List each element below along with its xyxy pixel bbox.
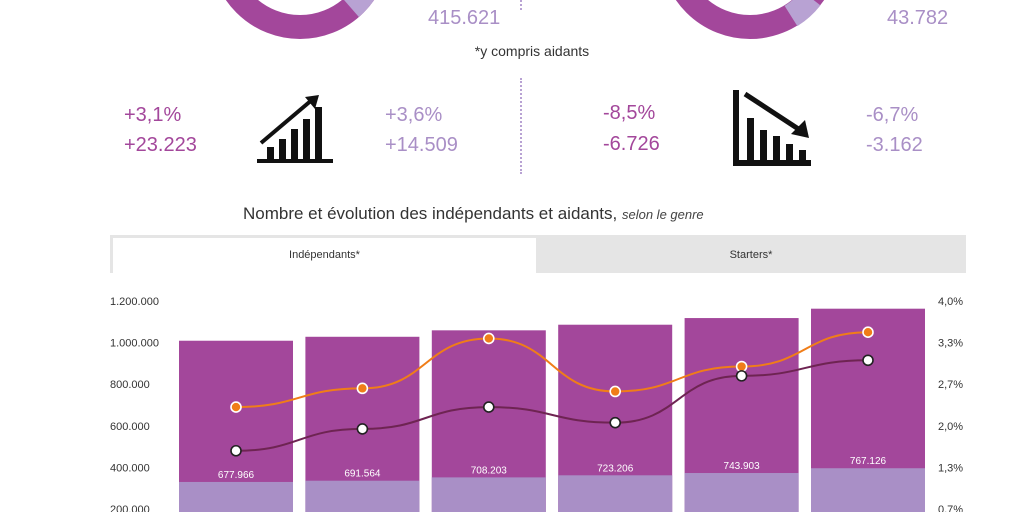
- y2-tick-label: 2,7%: [938, 379, 963, 391]
- decline-chart-icon: [733, 90, 811, 166]
- orange-series-point: [230, 401, 242, 413]
- orange-series-point: [735, 360, 748, 373]
- dark-series-point: [735, 370, 748, 382]
- footnote: *y compris aidants: [474, 43, 590, 59]
- y-tick-label: 1.000.000: [110, 338, 159, 350]
- chart-title-sub: selon le genre: [621, 207, 704, 222]
- orange-series-point: [356, 382, 369, 395]
- donut-chart-left: [225, 0, 375, 39]
- y-tick-label: 800.000: [110, 379, 150, 391]
- chart-title-main: Nombre et évolution des indépendants et …: [243, 204, 618, 223]
- dark-series-point: [862, 354, 874, 367]
- divider-top: [520, 0, 522, 10]
- tab-bar: Indépendants* Starters*: [110, 235, 966, 273]
- bar-lower: [811, 468, 925, 512]
- left-growth-abs-2: +14.509: [385, 134, 458, 156]
- combo-chart: 1.200.000 1.000.000 800.000 600.000 400.000 2…: [110, 296, 963, 512]
- y-tick-label: 400.000: [110, 462, 150, 474]
- left-growth-pct: +3,1%: [124, 104, 182, 126]
- bar-lower: [179, 481, 293, 512]
- y2-tick-label: 1,3%: [938, 462, 963, 474]
- orange-series-point: [609, 385, 622, 398]
- y2-tick-label: 2,0%: [938, 421, 963, 433]
- left-growth-abs: +23.223: [124, 134, 197, 156]
- bar-value-label: 743.903: [724, 461, 761, 472]
- dark-series-point: [230, 444, 242, 457]
- dark-series-line: [235, 359, 869, 452]
- section-divider: [520, 78, 522, 174]
- y2-tick-label: 3,3%: [938, 338, 963, 350]
- orange-series-point: [862, 326, 874, 339]
- bar-value-label: 723.206: [597, 463, 634, 474]
- right-decline-abs: -6.726: [603, 133, 660, 155]
- orange-series-point: [482, 332, 495, 345]
- chart-title: Nombre et évolution des indépendants et …: [243, 204, 704, 224]
- y-tick-label: 1.200.000: [110, 296, 159, 308]
- growth-chart-icon: [257, 95, 333, 163]
- bar-lower: [558, 475, 673, 512]
- orange-series-line: [235, 331, 869, 409]
- tab-starters[interactable]: Starters*: [729, 249, 773, 261]
- dark-series-point: [356, 423, 369, 435]
- donut-chart-right: [675, 0, 825, 39]
- bar-value-label: 677.966: [218, 470, 255, 481]
- left-growth-pct-2: +3,6%: [385, 104, 443, 126]
- total-right: 43.782: [887, 7, 949, 29]
- bar-value-label: 691.564: [344, 469, 381, 480]
- bar-value-label: 708.203: [471, 465, 508, 476]
- total-left: 415.621: [428, 7, 501, 29]
- y2-tick-label: 0,7%: [938, 504, 963, 512]
- tab-independants[interactable]: Indépendants*: [113, 238, 536, 273]
- bar-lower: [305, 480, 420, 512]
- bar-lower: [684, 473, 799, 512]
- dark-series-point: [609, 416, 622, 429]
- right-decline-abs-2: -3.162: [866, 134, 923, 156]
- right-decline-pct: -8,5%: [603, 102, 656, 124]
- bar-lower: [431, 477, 546, 512]
- y-tick-label: 600.000: [110, 421, 150, 433]
- dark-series-point: [482, 401, 495, 413]
- y2-tick-label: 4,0%: [938, 296, 963, 308]
- bar-value-label: 767.126: [850, 456, 887, 467]
- y-tick-label: 200.000: [110, 504, 150, 512]
- right-decline-pct-2: -6,7%: [866, 104, 919, 126]
